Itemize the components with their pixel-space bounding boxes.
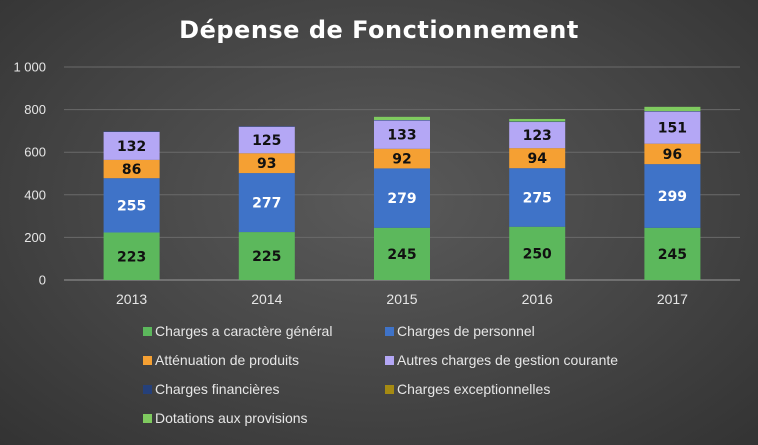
legend-label: Charges a caractère général	[155, 323, 332, 339]
bar-segment	[644, 164, 701, 228]
y-tick-label: 800	[24, 102, 46, 117]
y-tick-label: 0	[39, 273, 46, 288]
legend-swatch	[143, 356, 152, 365]
legend-item: Dotations aux provisions	[143, 410, 308, 426]
data-label: 123	[523, 128, 552, 144]
bar-segment	[238, 126, 295, 154]
legend: Charges a caractère général Charges de pe…	[143, 323, 618, 426]
legend-label: Dotations aux provisions	[155, 410, 308, 426]
legend-swatch	[385, 356, 394, 365]
legend-item: Autres charges de gestion courante	[385, 352, 618, 368]
bar-segment	[509, 226, 566, 280]
data-label: 94	[527, 151, 547, 167]
legend-item: Charges de personnel	[385, 323, 535, 339]
bar-segment	[103, 131, 160, 132]
x-tick-label: 2015	[386, 291, 417, 307]
data-label: 125	[252, 133, 281, 149]
bar-segment	[644, 227, 701, 280]
bar-segment	[509, 121, 566, 149]
bar-segment	[103, 131, 160, 160]
y-tick-label: 1 000	[13, 60, 46, 75]
data-label: 96	[663, 147, 682, 163]
bar-segment	[238, 232, 295, 280]
data-label: 299	[658, 189, 687, 205]
legend-swatch	[143, 385, 152, 394]
legend-swatch	[143, 327, 152, 336]
data-label: 132	[117, 139, 146, 155]
bar-segment	[509, 121, 566, 123]
bar-segment	[644, 111, 701, 112]
bar-segment	[103, 178, 160, 233]
data-label: 245	[658, 247, 687, 263]
y-axis: 0 200 400 600 800 1 000	[13, 60, 46, 288]
bar-segment	[644, 143, 701, 165]
y-tick-label: 600	[24, 145, 46, 160]
data-label: 245	[387, 247, 416, 263]
bars	[103, 106, 701, 280]
bar-segment	[509, 148, 566, 169]
legend-item: Charges exceptionnelles	[385, 381, 550, 397]
bar-segment	[509, 168, 566, 227]
y-tick-label: 400	[24, 187, 46, 202]
x-tick-label: 2016	[522, 291, 553, 307]
legend-label: Atténuation de produits	[155, 352, 299, 368]
x-tick-label: 2014	[251, 291, 282, 307]
legend-label: Charges exceptionnelles	[397, 381, 550, 397]
bar-segment	[374, 148, 430, 169]
bar-segment	[374, 116, 430, 121]
legend-item: Charges financières	[143, 381, 280, 397]
bar-segment	[238, 126, 295, 127]
bar-segment	[238, 173, 295, 233]
data-label: 275	[523, 190, 552, 206]
legend-label: Charges financières	[155, 381, 280, 397]
data-label: 250	[523, 246, 552, 262]
data-label: 93	[257, 156, 276, 172]
bar-segment	[509, 118, 566, 122]
bar-segment	[103, 232, 160, 280]
legend-item: Atténuation de produits	[143, 352, 299, 368]
legend-swatch	[143, 414, 152, 423]
chart-title: Dépense de Fonctionnement	[179, 16, 579, 44]
data-label: 279	[387, 191, 416, 207]
data-label: 225	[252, 249, 281, 265]
data-label: 92	[392, 152, 411, 168]
data-labels: 223 255 86 132 225 277 93 125 245 279 92 133 250 275 9…	[117, 121, 687, 266]
data-label: 255	[117, 198, 146, 214]
x-tick-label: 2013	[116, 291, 147, 307]
data-label: 223	[117, 249, 146, 265]
x-axis: 2013 2014 2015 2016 2017	[116, 291, 688, 307]
y-tick-label: 200	[24, 230, 46, 245]
bar-segment	[374, 120, 430, 149]
bar-segment	[374, 227, 430, 280]
bar-segment	[103, 159, 160, 179]
bar-segment	[644, 106, 701, 112]
data-label: 277	[252, 196, 281, 212]
x-tick-label: 2017	[657, 291, 688, 307]
data-label: 133	[387, 128, 416, 144]
legend-label: Autres charges de gestion courante	[397, 352, 618, 368]
legend-item: Charges a caractère général	[143, 323, 332, 339]
legend-swatch	[385, 327, 394, 336]
legend-label: Charges de personnel	[397, 323, 535, 339]
data-label: 86	[122, 162, 141, 178]
bar-segment	[374, 120, 430, 121]
bar-segment	[644, 111, 701, 144]
bar-segment	[374, 168, 430, 228]
data-label: 151	[658, 121, 687, 137]
bar-segment	[238, 153, 295, 174]
legend-swatch	[385, 385, 394, 394]
